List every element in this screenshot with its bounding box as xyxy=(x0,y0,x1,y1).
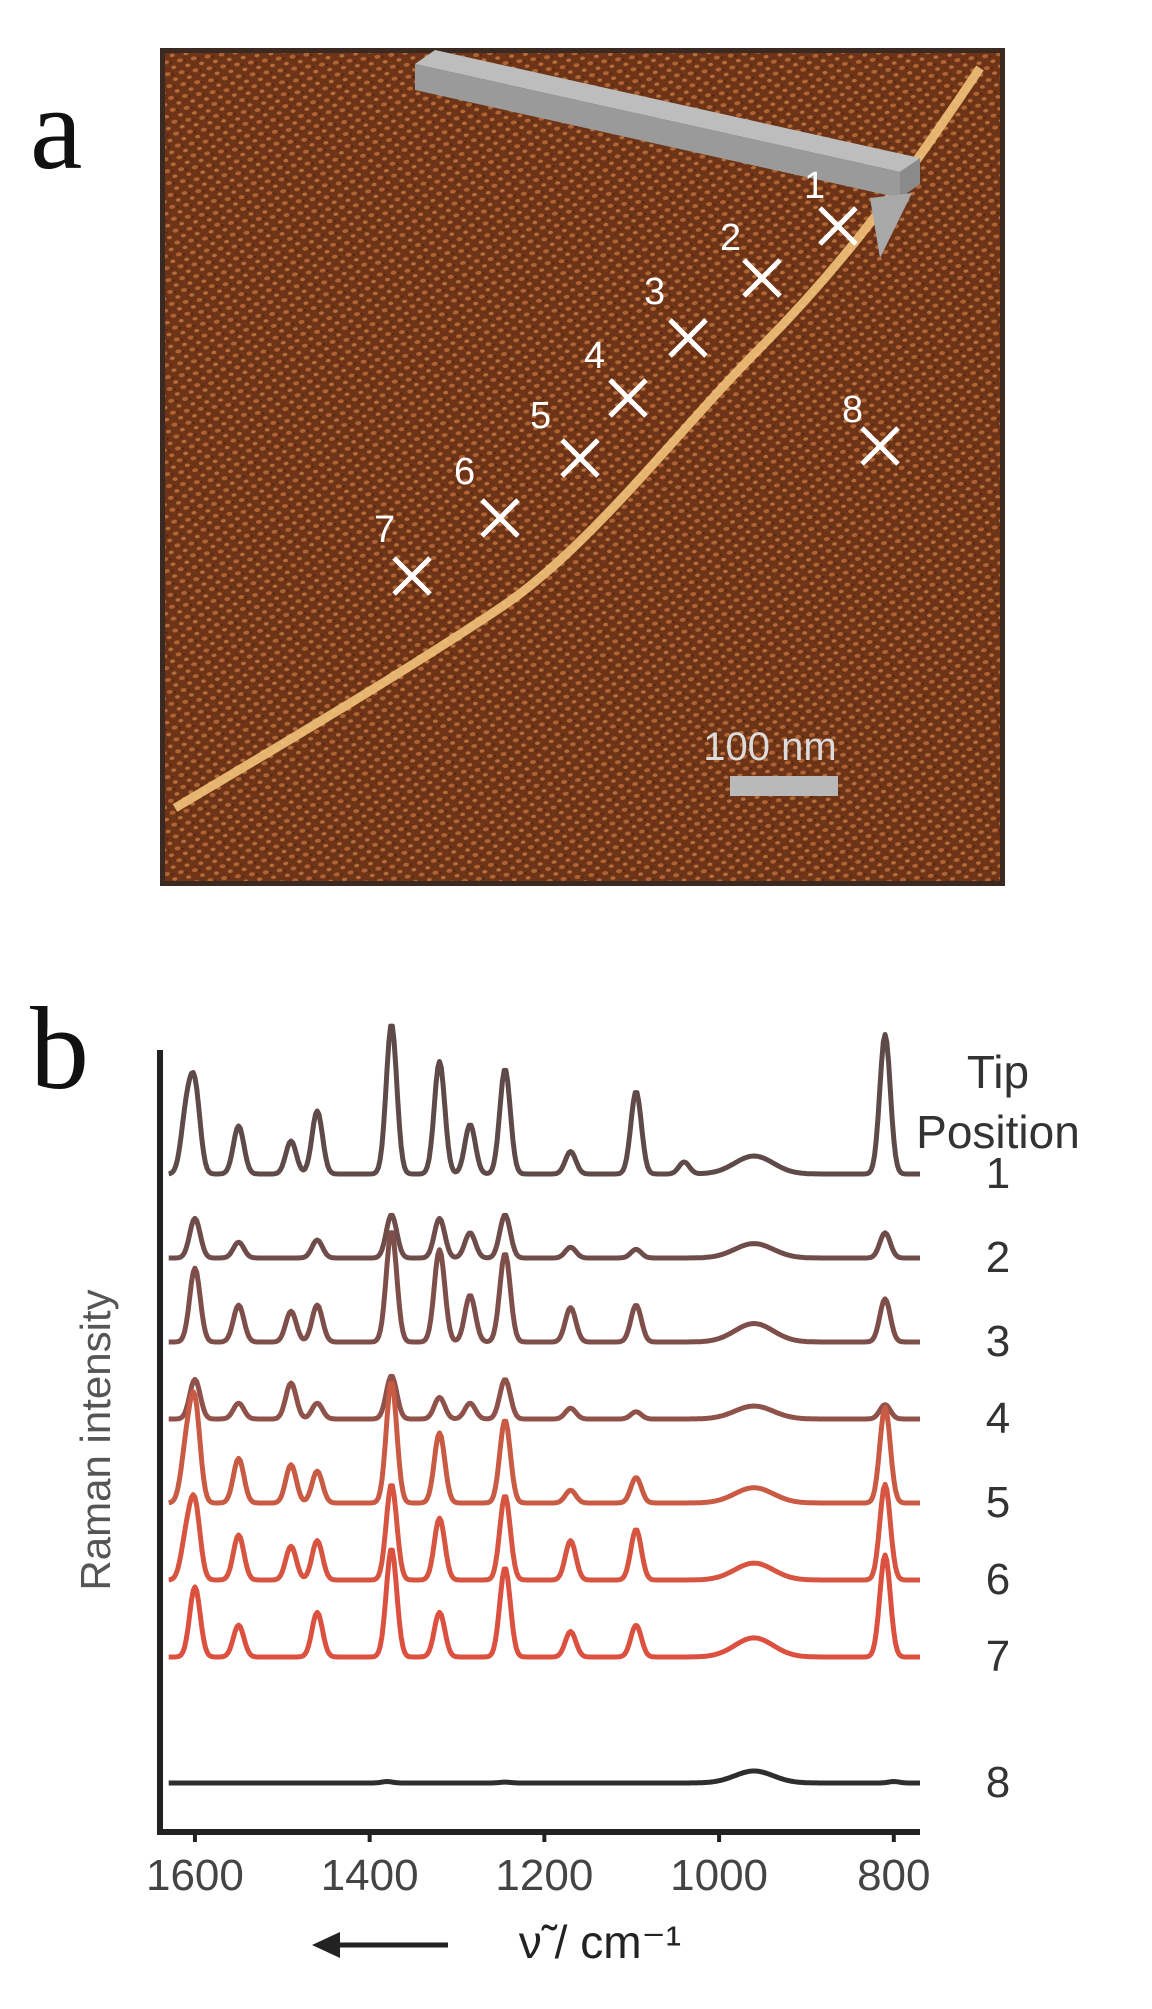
marker-6: 6 xyxy=(454,451,520,538)
legend-entry-4: 4 xyxy=(986,1394,1010,1443)
afm-markers: 1 2 345 6 7 8 xyxy=(374,165,900,596)
marker-label: 2 xyxy=(720,217,741,259)
legend-entry-1: 1 xyxy=(986,1149,1010,1198)
series-line-2 xyxy=(168,1212,921,1261)
direction-arrow xyxy=(312,1932,448,1958)
marker-cross xyxy=(742,258,782,298)
series-line-1 xyxy=(168,1023,921,1177)
marker-label: 6 xyxy=(454,451,475,493)
afm-image: 1 2 345 6 7 8 100 nm xyxy=(160,48,1005,886)
marker-label: 4 xyxy=(584,335,605,377)
marker-8: 8 xyxy=(842,389,900,466)
series-line-4 xyxy=(168,1373,921,1422)
legend-entry-6: 6 xyxy=(986,1555,1010,1604)
raman-chart: 1600 1400 1200 1000 800 Tip Position 1 2 3 4 5 6 7… xyxy=(72,1023,1080,1968)
x-tick-label: 800 xyxy=(857,1851,930,1900)
x-tick-label: 1000 xyxy=(670,1851,768,1900)
marker-cross xyxy=(560,438,600,478)
afm-surface xyxy=(165,53,1000,881)
legend-title-line1: Tip xyxy=(967,1046,1029,1098)
marker-label: 5 xyxy=(530,395,551,437)
x-tick-label: 1200 xyxy=(495,1851,593,1900)
series-layer xyxy=(168,1023,921,1786)
fiber xyxy=(172,65,984,812)
marker-label: 7 xyxy=(374,509,395,551)
marker-label: 1 xyxy=(804,165,825,207)
marker-2: 2 xyxy=(720,217,782,298)
legend-entry-2: 2 xyxy=(986,1233,1010,1282)
series-line-6 xyxy=(168,1481,921,1583)
marker-label: 3 xyxy=(644,271,665,313)
x-ticks: 1600 1400 1200 1000 800 xyxy=(146,1832,931,1900)
legend-title-line2: Position xyxy=(916,1106,1080,1158)
x-axis-label: ν̃ / cm⁻¹ xyxy=(519,1916,681,1968)
series-line-7 xyxy=(168,1547,921,1660)
marker-5: 5 xyxy=(530,395,600,478)
legend-entry-7: 7 xyxy=(986,1632,1010,1681)
marker-4: 4 xyxy=(584,335,648,418)
marker-cross xyxy=(392,556,432,596)
legend-entry-5: 5 xyxy=(986,1478,1010,1527)
marker-cross xyxy=(668,318,708,358)
marker-cross xyxy=(480,498,520,538)
marker-7: 7 xyxy=(374,509,432,596)
marker-1: 1 xyxy=(804,165,858,246)
panel-label-a: a xyxy=(30,63,83,194)
series-line-8 xyxy=(168,1768,921,1786)
afm-cantilever-icon xyxy=(415,50,920,258)
legend-entry-8: 8 xyxy=(986,1758,1010,1807)
x-tick-label: 1400 xyxy=(321,1851,419,1900)
marker-cross xyxy=(860,426,900,466)
scale-bar-label: 100 nm xyxy=(703,725,836,769)
series-line-3 xyxy=(168,1230,921,1345)
marker-3: 3 xyxy=(644,271,708,358)
series-line-5 xyxy=(168,1381,921,1506)
scale-bar xyxy=(730,776,838,796)
marker-label: 8 xyxy=(842,389,863,431)
x-tick-label: 1600 xyxy=(146,1851,244,1900)
panel-label-b: b xyxy=(30,983,89,1114)
legend-entry-3: 3 xyxy=(986,1317,1010,1366)
y-axis-label: Raman intensity xyxy=(72,1289,119,1590)
marker-cross xyxy=(608,378,648,418)
marker-cross xyxy=(818,206,858,246)
legend: Tip Position 1 2 3 4 5 6 7 8 xyxy=(916,1046,1080,1807)
